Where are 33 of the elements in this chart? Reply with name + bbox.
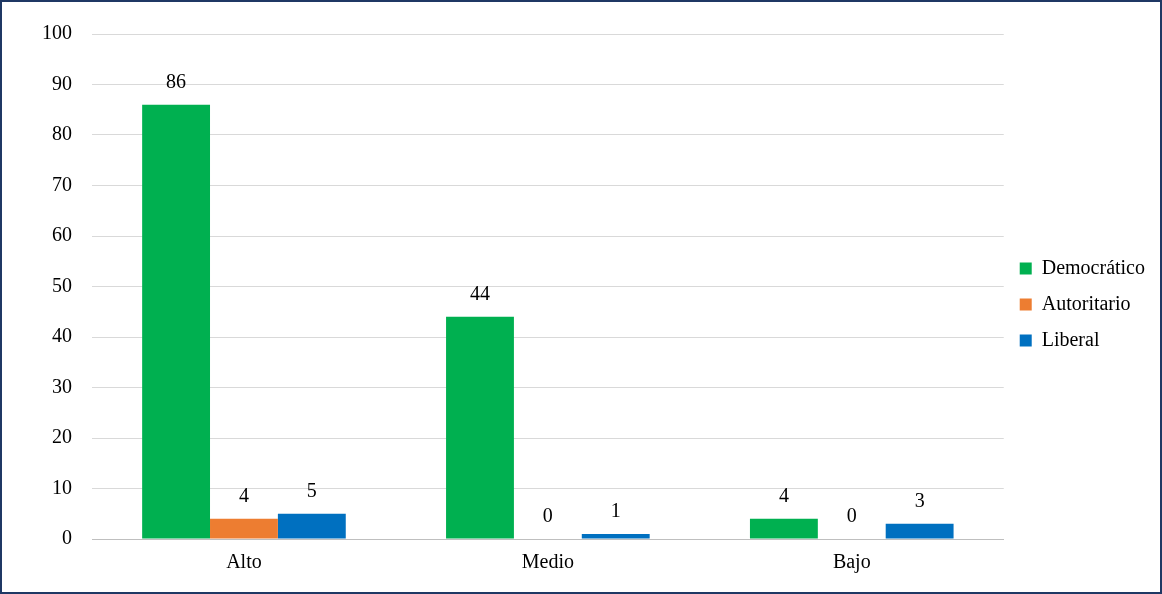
y-tick-label: 70 xyxy=(52,172,72,195)
data-label: 0 xyxy=(846,504,857,527)
data-label: 5 xyxy=(306,479,317,501)
data-label: 4 xyxy=(238,484,249,507)
legend-label: Democrático xyxy=(1041,255,1145,278)
y-tick-label: 20 xyxy=(52,425,72,448)
y-tick-label: 80 xyxy=(52,122,72,145)
y-tick-label: 30 xyxy=(52,374,72,397)
x-tick-label: Alto xyxy=(226,550,262,573)
bar xyxy=(885,523,954,539)
y-tick-label: 40 xyxy=(52,324,72,347)
data-label: 44 xyxy=(469,282,490,305)
x-tick-label: Medio xyxy=(521,550,574,573)
data-label: 1 xyxy=(610,499,621,522)
bar xyxy=(581,533,650,539)
y-tick-label: 100 xyxy=(42,21,72,44)
x-tick-label: Bajo xyxy=(832,550,871,574)
data-label: 86 xyxy=(166,69,187,92)
y-tick-label: 50 xyxy=(52,273,72,296)
bar xyxy=(142,104,211,539)
y-tick-label: 10 xyxy=(52,475,72,498)
bar xyxy=(277,513,346,539)
legend-label: Autoritario xyxy=(1041,291,1131,314)
bar xyxy=(210,518,278,539)
legend-label: Liberal xyxy=(1041,327,1100,350)
data-label: 3 xyxy=(914,489,925,512)
y-tick-label: 60 xyxy=(52,223,72,246)
y-tick-label: 0 xyxy=(62,526,72,549)
y-tick-label: 90 xyxy=(52,71,72,94)
data-label: 4 xyxy=(778,484,789,507)
bar xyxy=(446,316,514,539)
bar xyxy=(749,518,818,539)
data-label: 0 xyxy=(542,504,553,527)
